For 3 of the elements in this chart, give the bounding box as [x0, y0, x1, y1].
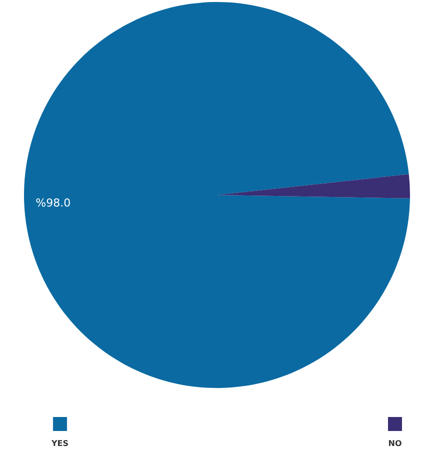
legend-label: NO — [388, 439, 402, 448]
legend-label: YES — [50, 439, 69, 448]
data-label: %98.0 — [36, 196, 71, 210]
